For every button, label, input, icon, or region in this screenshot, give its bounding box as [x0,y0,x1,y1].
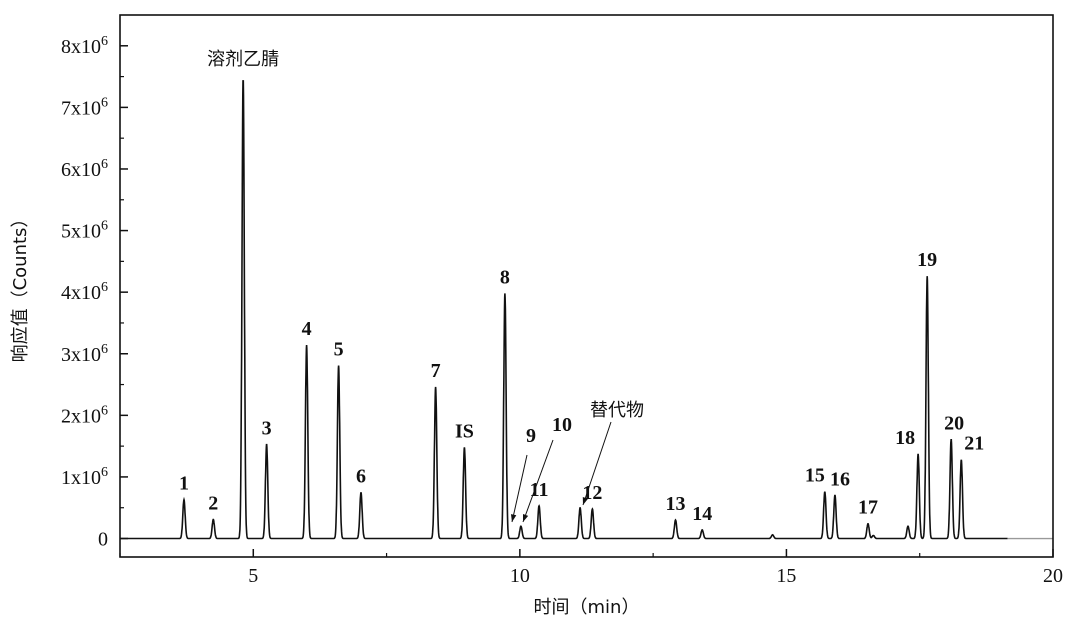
annotation-arrow-line [582,421,612,506]
peak-label: IS [455,420,474,442]
annotation-arrowhead [582,497,589,505]
peak-label: 2 [208,492,218,514]
annotation-label: 10 [552,414,572,436]
y-tick-label: 6x106 [61,157,108,181]
plot-frame [119,14,1054,558]
chromatogram-trace [120,80,1008,540]
y-tick-label: 0 [98,529,108,551]
y-tick-label: 4x106 [61,280,108,304]
peak-label: 12 [582,482,602,504]
annotation-arrow-line [511,454,528,523]
x-tick-label: 15 [776,565,796,587]
y-tick-label: 8x106 [61,34,108,58]
peak-label: 溶剂乙腈 [207,49,279,70]
x-tick-label: 5 [248,565,258,587]
y-tick-label: 2x106 [61,403,108,427]
peak-label: 14 [692,503,712,525]
peak-label: 20 [944,412,964,434]
peak-label: 21 [964,433,984,455]
y-tick-label: 7x106 [61,95,108,119]
y-tick-label: 5x106 [61,219,108,243]
peak-label: 19 [917,249,937,271]
annotation-label: 9 [526,425,536,447]
peak-label: 13 [666,493,686,515]
peak-label: 5 [334,338,344,360]
peak-label: 1 [179,473,189,495]
y-axis-label: 响应值（Counts） [10,210,31,363]
peak-label: 17 [858,497,878,519]
peak-label: 16 [830,468,850,490]
annotation-label: 替代物 [590,400,644,421]
peak-label: 6 [356,465,366,487]
peak-label: 8 [500,266,510,288]
peak-label: 11 [530,479,549,501]
peak-label: 3 [262,417,272,439]
annotation-arrowhead [510,514,517,522]
peak-label: 4 [302,318,312,340]
annotation-arrowhead [523,514,529,522]
x-tick-label: 20 [1043,565,1063,587]
annotation-arrow-line [522,439,554,523]
y-tick-label: 1x106 [61,465,108,489]
x-tick-label: 10 [510,565,530,587]
peak-label: 18 [895,427,915,449]
peak-label: 7 [431,360,441,382]
x-axis-label: 时间（min） [534,597,640,618]
y-tick-label: 3x106 [61,342,108,366]
peak-label: 15 [805,465,825,487]
